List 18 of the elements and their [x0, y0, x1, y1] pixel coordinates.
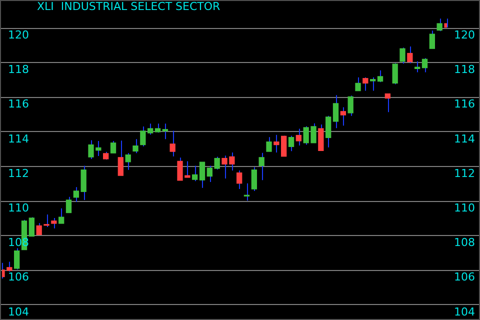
y-tick-label: 116: [8, 98, 29, 111]
y2-tick-label: 108: [454, 236, 475, 250]
y2-tick-label: 118: [454, 63, 475, 76]
y2-tick-label: 120: [454, 28, 475, 42]
y2-tick-label: 116: [454, 98, 475, 111]
y-tick-label: 120: [8, 28, 29, 42]
y-tick-label: 118: [8, 63, 29, 76]
y-tick-label: 112: [8, 166, 29, 180]
y2-tick-label: 110: [454, 202, 475, 215]
y-tick-label: 114: [8, 132, 29, 146]
y-tick-label: 106: [8, 270, 29, 284]
y-tick-label: 110: [8, 202, 29, 215]
y2-tick-label: 106: [454, 270, 475, 284]
y-tick-label: 104: [8, 305, 29, 318]
y2-tick-label: 104: [454, 305, 475, 318]
y2-tick-label: 114: [454, 132, 475, 146]
y2-tick-label: 112: [454, 166, 475, 180]
chart-title: XLI INDUSTRIAL SELECT SECTOR: [37, 0, 220, 13]
